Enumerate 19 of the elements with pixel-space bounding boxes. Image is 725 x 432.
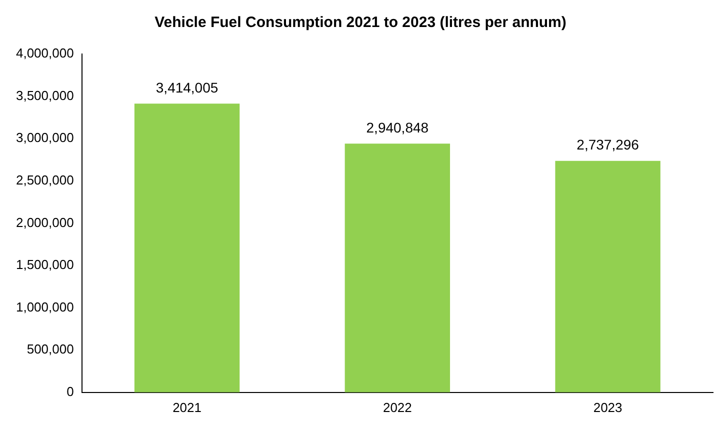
x-tick-label: 2023 — [593, 400, 622, 415]
bar — [134, 104, 240, 392]
y-tick-label: 3,500,000 — [16, 88, 74, 103]
y-tick-label: 1,000,000 — [16, 299, 74, 314]
y-tick-label: 4,000,000 — [16, 46, 74, 61]
x-tick-label: 2021 — [172, 400, 202, 415]
y-tick-label: 2,500,000 — [16, 172, 74, 188]
y-tick-label: 2,000,000 — [16, 214, 74, 230]
y-tick-label: 500,000 — [26, 342, 74, 357]
x-tick-label: 2022 — [382, 400, 412, 415]
data-label: 2,737,296 — [576, 136, 640, 153]
y-tick-label: 0 — [66, 384, 74, 399]
bar — [555, 160, 660, 392]
y-tick-label: 3,000,000 — [16, 130, 74, 146]
chart-title: Vehicle Fuel Consumption 2021 to 2023 (litres per annum) — [154, 14, 566, 32]
data-label: 3,414,005 — [156, 79, 218, 96]
data-label: 2,940,848 — [366, 119, 429, 136]
y-tick-label: 1,500,000 — [16, 257, 74, 272]
bar — [344, 144, 450, 392]
